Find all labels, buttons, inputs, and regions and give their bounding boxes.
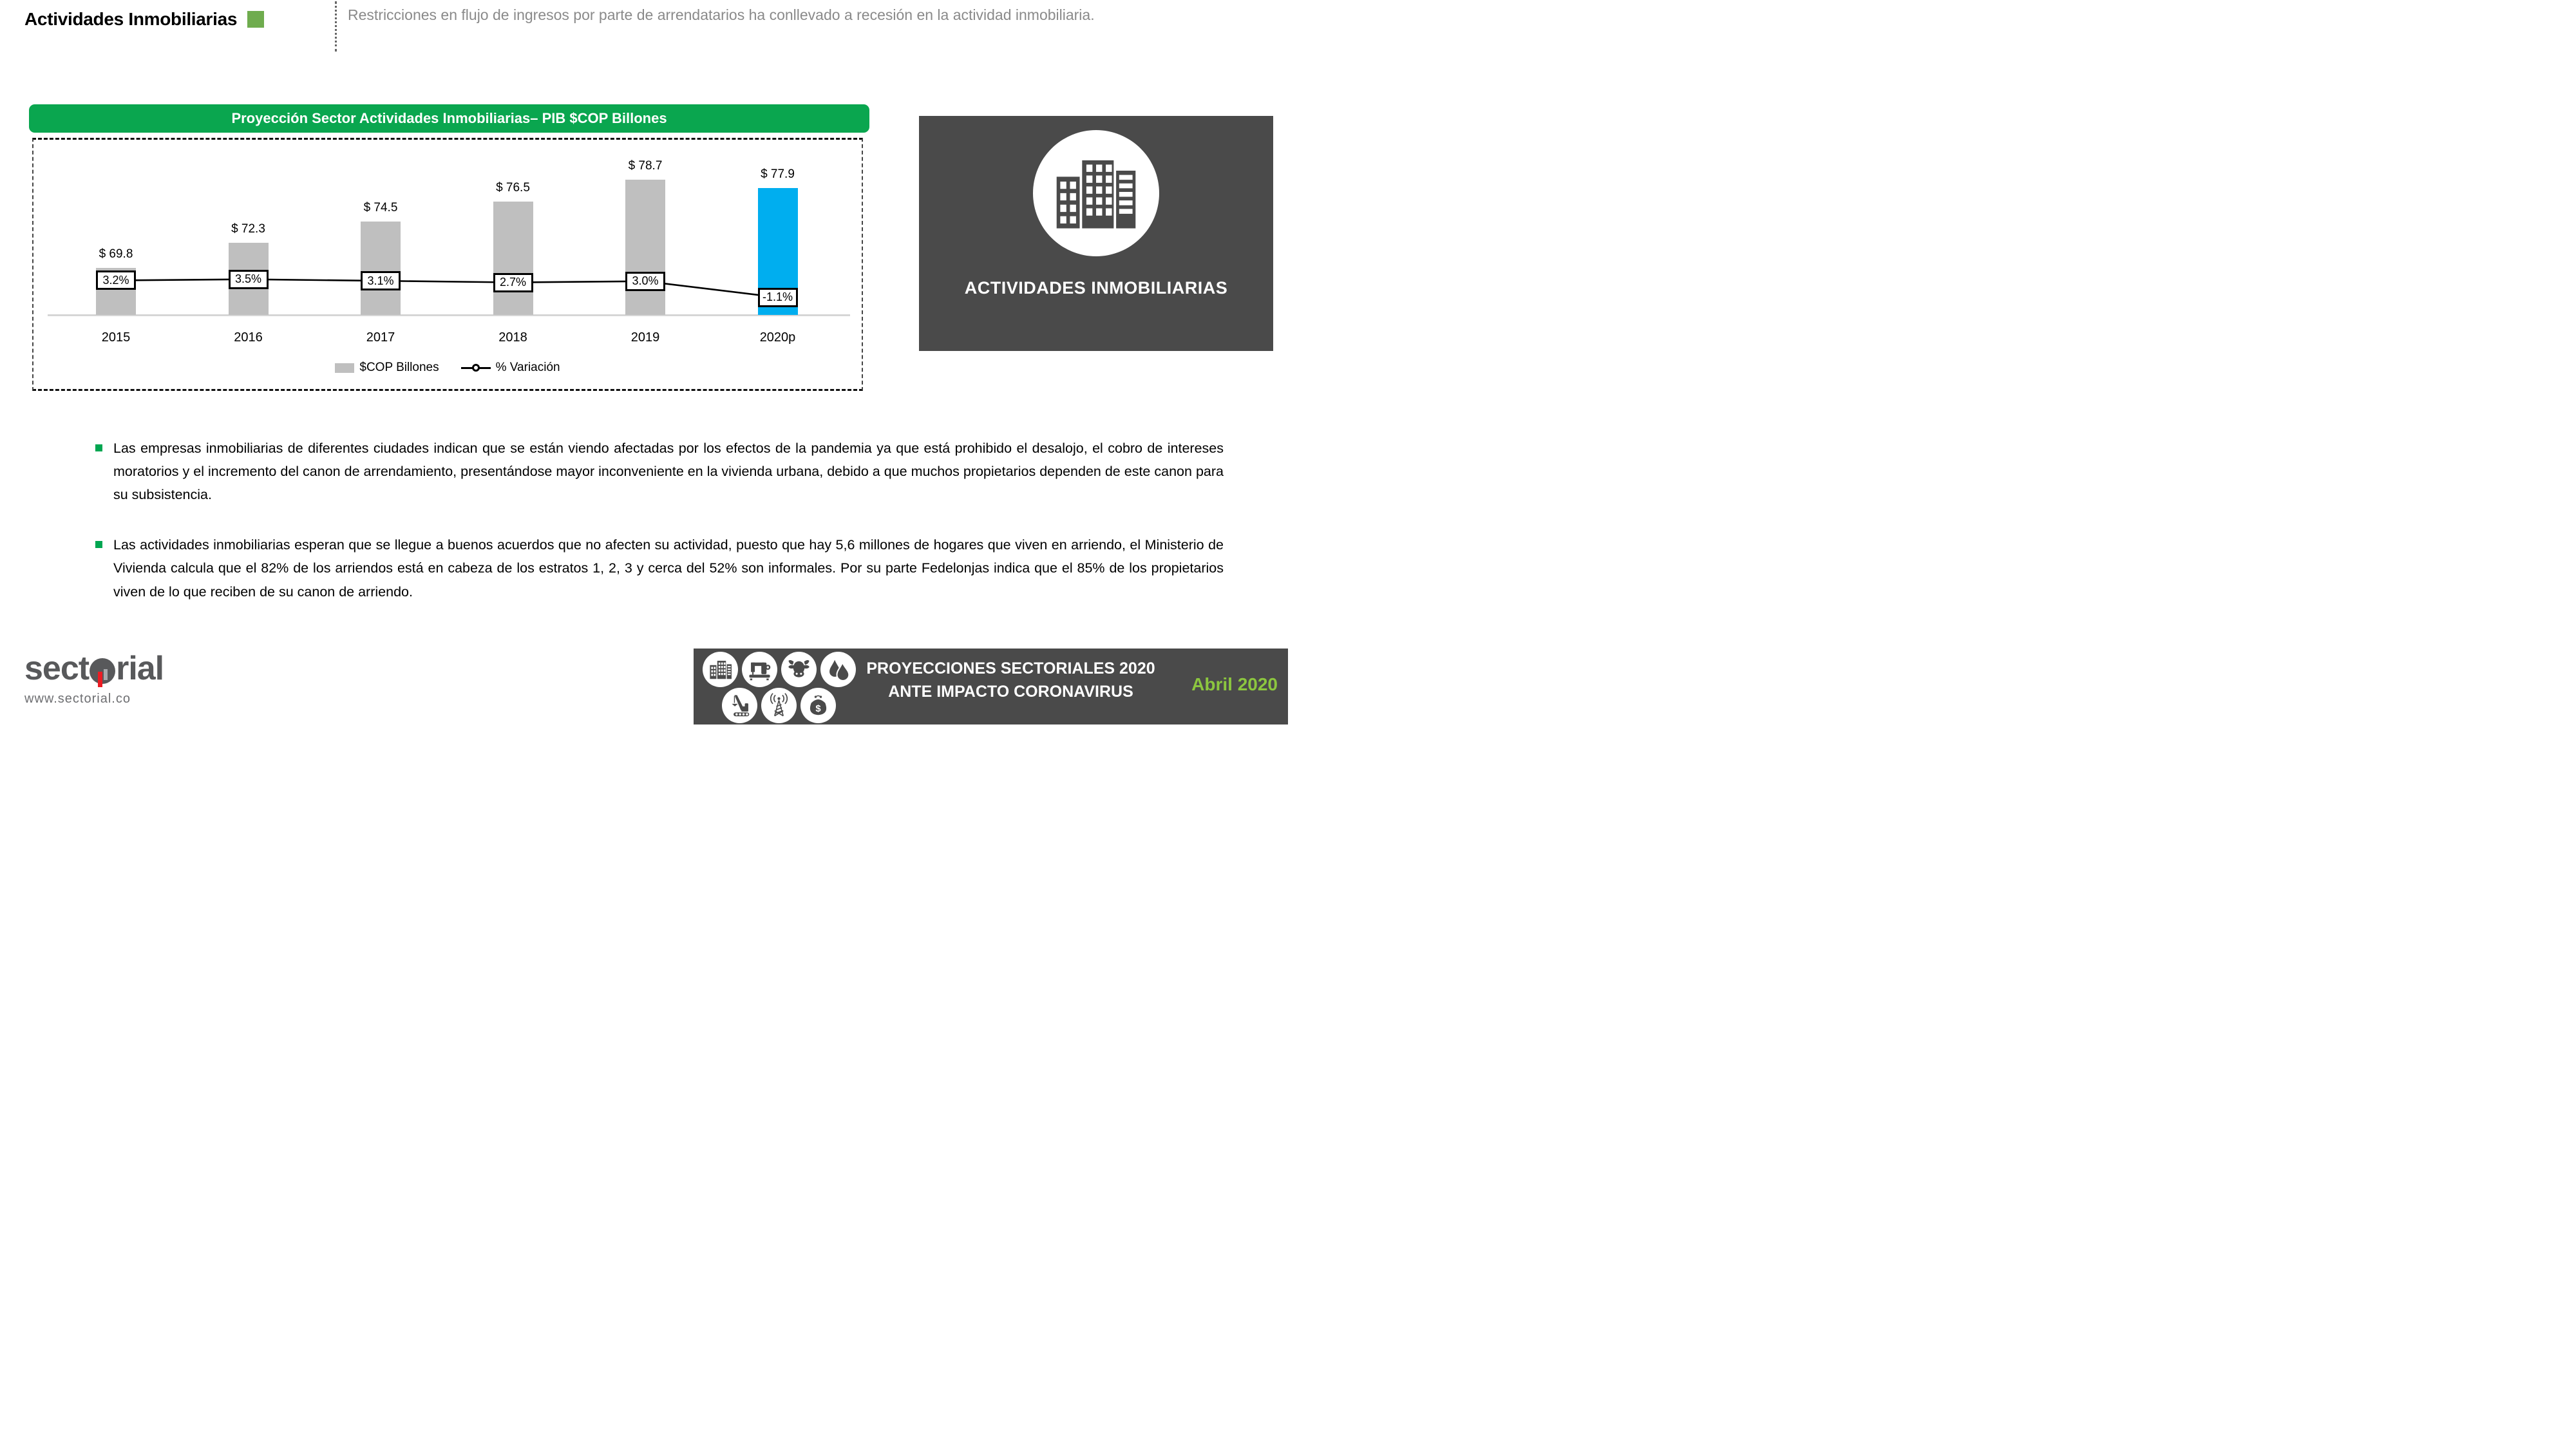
crane-icon	[722, 688, 757, 723]
variation-label: 2.7%	[493, 272, 533, 292]
list-item: Las actividades inmobiliarias esperan qu…	[95, 533, 1224, 603]
svg-text:$: $	[815, 704, 820, 714]
chart-baseline	[48, 314, 850, 316]
bar-value-label: $ 78.7	[628, 159, 663, 173]
bar-value-label: $ 74.5	[363, 200, 398, 214]
variation-label: 3.1%	[361, 271, 401, 291]
sectorial-logo: sect rial www.sectorial.co	[24, 649, 164, 706]
bar-2017	[361, 221, 401, 315]
title-accent-square	[247, 11, 265, 28]
bar-value-label: $ 76.5	[496, 181, 530, 195]
slide-header: Actividades Inmobiliarias	[24, 9, 265, 30]
coin-purse-icon: $	[800, 688, 836, 723]
bullet-list: Las empresas inmobiliarias de diferentes…	[95, 437, 1224, 630]
chart-title: Proyección Sector Actividades Inmobiliar…	[231, 110, 667, 126]
chart-area: $ 69.8 2015 3.2% $ 72.3 2016 3.5% $ 74.5 2017 3.…	[32, 138, 863, 391]
variation-line	[115, 278, 778, 299]
logo-text-left: sect	[24, 650, 90, 687]
chart-legend: $COP Billones % Variación	[33, 361, 862, 375]
variation-label: 3.2%	[96, 270, 136, 290]
x-axis-label: 2019	[630, 330, 660, 345]
bar-value-label: $ 77.9	[761, 167, 795, 181]
antenna-tower-icon	[761, 688, 797, 723]
banner-date: Abril 2020	[1191, 674, 1278, 694]
line-legend-marker	[460, 363, 491, 372]
buildings-icon	[703, 652, 738, 687]
bar-2019	[625, 180, 665, 315]
bar-value-label: $ 69.8	[99, 247, 133, 261]
banner-line1: PROYECCIONES SECTORIALES 2020	[866, 659, 1155, 677]
legend-item-bars: $COP Billones	[335, 361, 439, 375]
logo-bar-chart-o-icon	[90, 658, 116, 687]
logo-text-right: rial	[116, 650, 164, 687]
line-legend-label: % Variación	[495, 361, 560, 374]
buildings-icon	[1054, 155, 1139, 232]
sewing-machine-icon	[742, 652, 777, 687]
bar-value-label: $ 72.3	[231, 222, 265, 236]
cow-icon	[781, 652, 817, 687]
sector-panel-label: ACTIVIDADES INMOBILIARIAS	[964, 278, 1228, 298]
bullet-text: Las empresas inmobiliarias de diferentes…	[113, 440, 1224, 503]
page-title: Actividades Inmobiliarias	[24, 9, 238, 29]
bar-legend-label: $COP Billones	[359, 361, 439, 374]
header-subtitle: Restricciones en flujo de ingresos por p…	[348, 6, 1095, 23]
banner-line2: ANTE IMPACTO CORONAVIRUS	[888, 683, 1133, 701]
legend-item-line: % Variación	[460, 361, 560, 375]
variation-label: 3.5%	[228, 269, 269, 289]
x-axis-label: 2016	[234, 330, 263, 345]
x-axis-label: 2020p	[759, 330, 796, 345]
x-axis-label: 2017	[366, 330, 395, 345]
bullet-square-icon	[95, 541, 102, 549]
logo-wordmark: sect rial	[24, 649, 164, 688]
water-drops-icon	[820, 652, 856, 687]
bar-legend-swatch	[335, 363, 355, 373]
variation-label: -1.1%	[757, 287, 798, 307]
footer-banner: $ PROYECCIONES SECTORIALES 2020 ANTE IMP…	[694, 649, 1288, 724]
x-axis-label: 2018	[498, 330, 527, 345]
variation-label: 3.0%	[625, 271, 665, 291]
bullet-square-icon	[95, 444, 102, 451]
bullet-text: Las actividades inmobiliarias esperan qu…	[113, 537, 1224, 600]
sector-panel: ACTIVIDADES INMOBILIARIAS	[919, 116, 1273, 351]
header-dotted-divider	[335, 1, 337, 52]
x-axis-label: 2015	[101, 330, 131, 345]
sector-icon-circle	[1033, 130, 1159, 256]
website-link[interactable]: www.sectorial.co	[24, 692, 131, 706]
list-item: Las empresas inmobiliarias de diferentes…	[95, 437, 1224, 506]
chart-title-bar: Proyección Sector Actividades Inmobiliar…	[29, 104, 869, 133]
bar-2018	[493, 202, 533, 315]
banner-title: PROYECCIONES SECTORIALES 2020 ANTE IMPAC…	[858, 657, 1164, 704]
